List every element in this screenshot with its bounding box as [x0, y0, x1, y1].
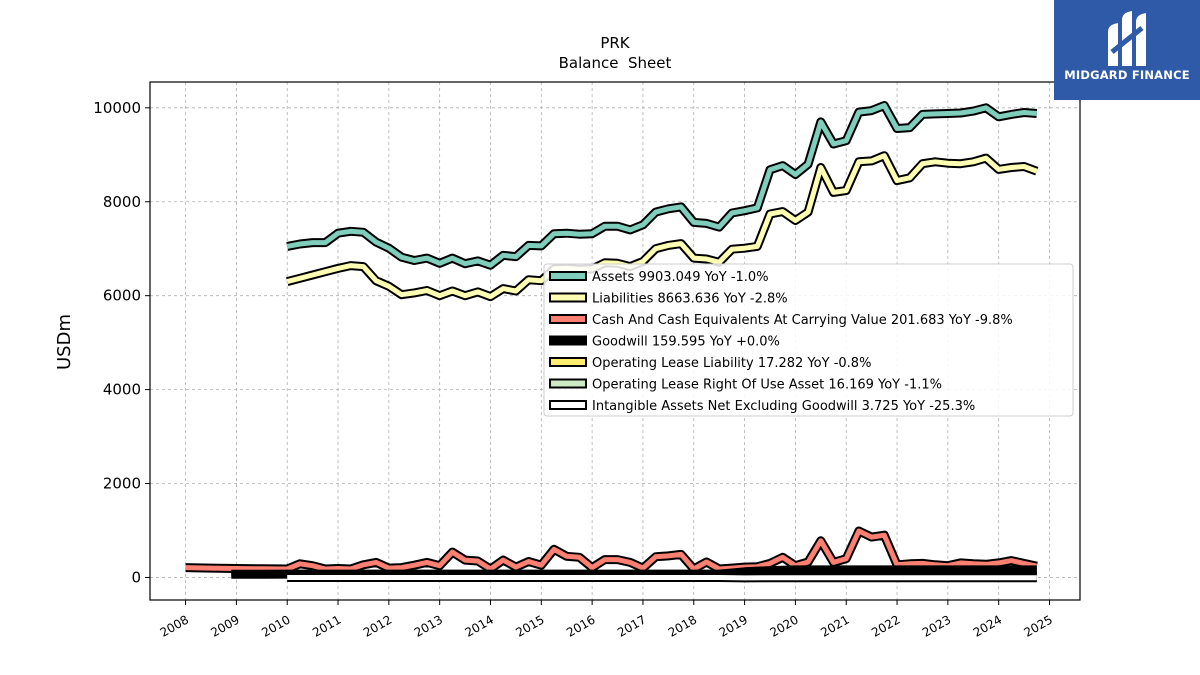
legend-box [543, 263, 1074, 417]
legend-swatch [549, 357, 587, 367]
x-tick-label: 2015 [513, 612, 546, 639]
x-tick-label: 2023 [920, 612, 953, 639]
plot-frame [149, 81, 1081, 601]
logo-text: MIDGARD FINANCE [1064, 68, 1190, 82]
legend-swatch [549, 400, 587, 410]
legend-swatch [549, 271, 587, 281]
legend-label: Operating Lease Liability 17.282 YoY -0.… [592, 356, 871, 371]
series-layer [185, 101, 1039, 583]
legend-swatch [549, 314, 587, 324]
x-tick-label: 2022 [869, 612, 902, 639]
chart-title: PRK [600, 34, 630, 52]
x-tick-label: 2017 [615, 612, 648, 639]
y-tick-label: 2000 [103, 475, 141, 493]
x-tick-label: 2011 [310, 612, 343, 639]
chart-subtitle: Balance Sheet [559, 54, 672, 72]
legend-swatch [549, 378, 587, 389]
series-line-cash-and-cash-equivalents-at-carrying-value [185, 528, 1038, 572]
x-tick-label: 2008 [158, 612, 191, 639]
y-tick-label: 6000 [103, 287, 141, 305]
y-tick-label: 0 [131, 568, 141, 586]
x-tick-label: 2024 [971, 612, 1004, 639]
legend-label: Operating Lease Right Of Use Asset 16.16… [592, 378, 942, 393]
x-ticks: 2008 2009 2010 2011 2012 2013 2014 2015 2016 2017… [158, 600, 1055, 640]
x-tick-label: 2025 [1022, 612, 1055, 639]
y-ticks: 0 2000 4000 6000 8000 10000 [93, 99, 150, 586]
x-tick-label: 2012 [361, 612, 394, 639]
x-tick-label: 2009 [208, 612, 241, 639]
series-line-liabilities [286, 153, 1038, 300]
midgard-m-icon [1108, 11, 1146, 66]
legend-swatch [549, 335, 587, 346]
legend-swatch [549, 292, 587, 303]
x-tick-label: 2016 [564, 612, 597, 639]
y-tick-label: 8000 [103, 193, 141, 211]
series-outline-assets [286, 101, 1038, 270]
legend-label: Cash And Cash Equivalents At Carrying Va… [592, 313, 1013, 328]
x-tick-label: 2013 [412, 612, 445, 639]
legend-label: Goodwill 159.595 YoY +0.0% [592, 335, 780, 350]
legend: Assets 9903.049 YoY -1.0% Liabilities 866… [543, 263, 1074, 417]
y-axis-label: USDm [54, 314, 75, 370]
legend-label: Assets 9903.049 YoY -1.0% [592, 270, 769, 285]
x-tick-label: 2018 [666, 612, 699, 639]
x-tick-label: 2019 [717, 612, 750, 639]
x-tick-label: 2014 [463, 612, 496, 639]
x-tick-label: 2020 [767, 612, 800, 639]
midgard-finance-logo: MIDGARD FINANCE [1054, 0, 1200, 100]
x-tick-label: 2021 [818, 612, 851, 639]
legend-label: Intangible Assets Net Excluding Goodwill… [592, 399, 975, 414]
legend-label: Liabilities 8663.636 YoY -2.8% [592, 292, 788, 307]
x-tick-label: 2010 [259, 612, 292, 639]
y-tick-label: 4000 [103, 381, 141, 399]
y-tick-label: 10000 [93, 99, 141, 117]
series-line-assets [286, 103, 1037, 268]
